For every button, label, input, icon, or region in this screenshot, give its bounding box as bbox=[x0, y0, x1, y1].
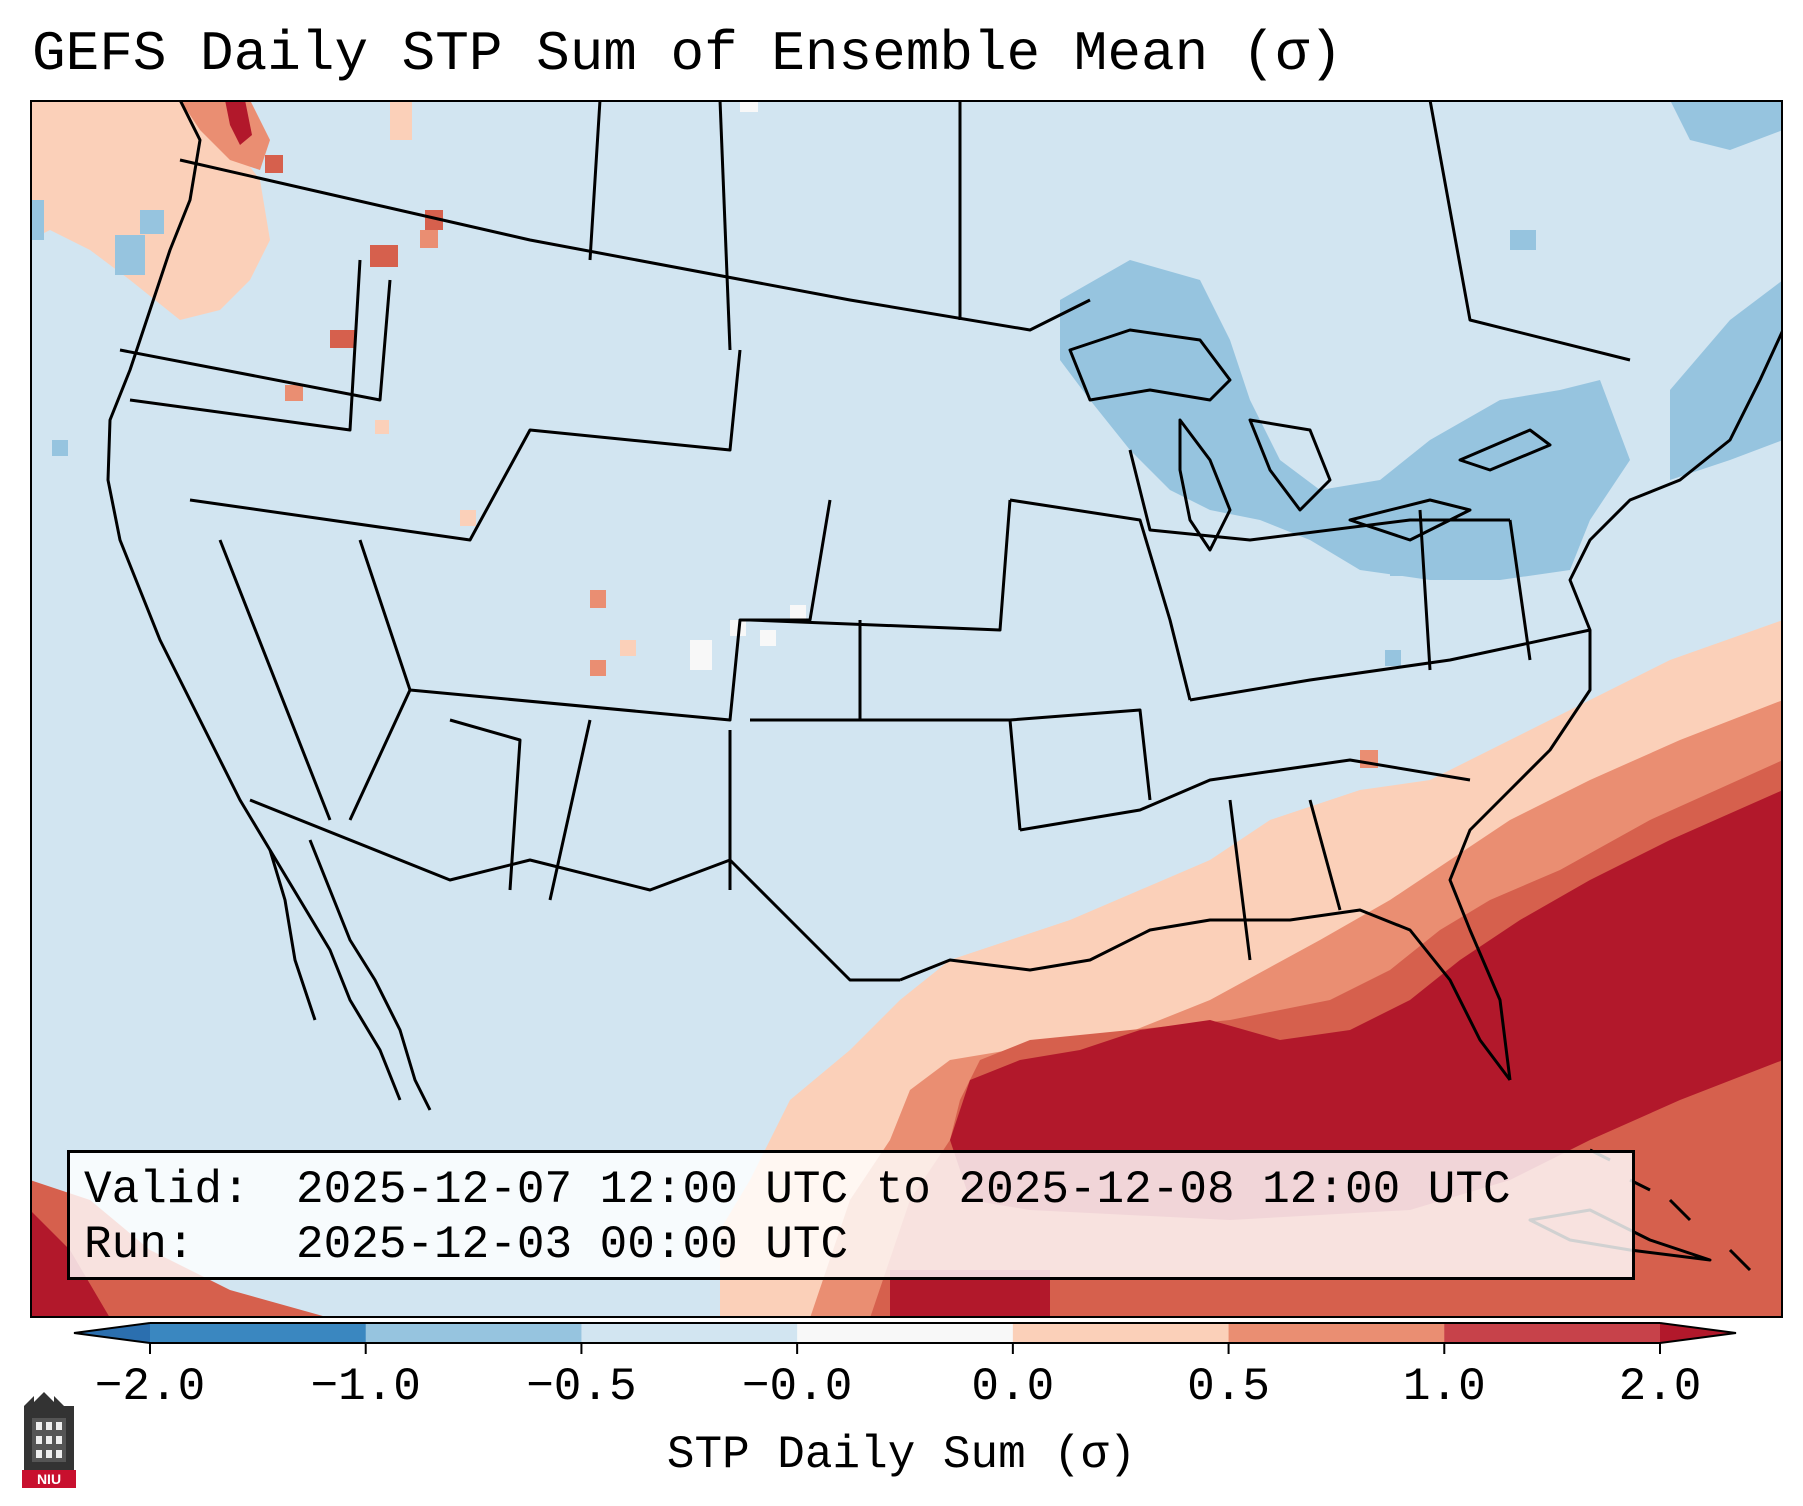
colorbar-tick-label: 1.0 bbox=[1402, 1361, 1486, 1413]
atlantic-coastline bbox=[1448, 329, 1783, 1081]
logo-text: NIU bbox=[37, 1471, 61, 1487]
colorbar-segment bbox=[581, 1323, 798, 1343]
valid-label: Valid: bbox=[84, 1164, 250, 1216]
colorbar-tickmarks bbox=[149, 1343, 1661, 1354]
us-mexico-border bbox=[249, 798, 900, 982]
west-coastline bbox=[106, 100, 402, 1101]
colorbar-tick-label: −2.0 bbox=[94, 1361, 206, 1413]
colorbar-segment bbox=[365, 1323, 582, 1343]
colorbar-segments bbox=[150, 1323, 1661, 1343]
colorbar-segment bbox=[797, 1323, 1014, 1343]
pos-max-region bbox=[950, 790, 1783, 1220]
neg-lakes-region bbox=[1060, 260, 1630, 580]
colorbar-segment bbox=[1228, 1323, 1445, 1343]
colorbar-scale bbox=[73, 1322, 1737, 1354]
borders bbox=[106, 100, 1783, 1272]
colorbar: −2.0 −1.0 −0.5 −0.0 0.0 0.5 1.0 2.0 STP Daily S… bbox=[0, 1318, 1803, 1506]
map-title: GEFS Daily STP Sum of Ensemble Mean (σ) bbox=[32, 22, 1343, 86]
colorbar-segment bbox=[150, 1323, 367, 1343]
anomaly-field-negative bbox=[30, 100, 1783, 666]
colorbar-tick-label: −0.0 bbox=[741, 1361, 853, 1413]
us-canada-border bbox=[179, 158, 1091, 332]
colorbar-tick-label: −0.5 bbox=[526, 1361, 637, 1413]
colorbar-under-triangle bbox=[74, 1323, 150, 1343]
run-value: 2025-12-03 00:00 UTC bbox=[296, 1219, 849, 1271]
valid-row: Valid: 2025-12-07 12:00 UTC to 2025-12-08… bbox=[84, 1163, 1618, 1218]
colorbar-tick-label: −1.0 bbox=[310, 1361, 421, 1413]
niu-logo: NIU bbox=[22, 1392, 76, 1488]
colorbar-over-triangle bbox=[1660, 1323, 1736, 1343]
colorbar-tick-label: 2.0 bbox=[1618, 1361, 1702, 1413]
map-canvas bbox=[30, 100, 1783, 1318]
valid-run-info-box: Valid: 2025-12-07 12:00 UTC to 2025-12-08… bbox=[67, 1150, 1635, 1280]
run-label: Run: bbox=[84, 1219, 195, 1271]
anomaly-field-positive bbox=[30, 100, 1783, 1318]
run-row: Run: 2025-12-03 00:00 UTC bbox=[84, 1218, 1618, 1273]
colorbar-tick-label: 0.0 bbox=[971, 1361, 1055, 1413]
colorbar-segment bbox=[1012, 1323, 1230, 1343]
gulf-coastline bbox=[899, 908, 1512, 1081]
colorbar-tick-label: 0.5 bbox=[1187, 1361, 1270, 1413]
great-lakes bbox=[1068, 328, 1232, 402]
map-panel[interactable] bbox=[30, 100, 1783, 1318]
colorbar-segment bbox=[1444, 1323, 1661, 1343]
colorbar-label: STP Daily Sum (σ) bbox=[666, 1429, 1137, 1481]
valid-value: 2025-12-07 12:00 UTC to 2025-12-08 12:00… bbox=[296, 1164, 1511, 1216]
